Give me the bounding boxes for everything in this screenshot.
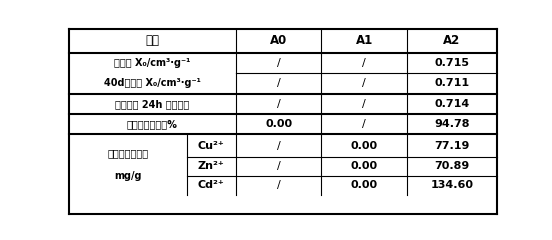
Text: 磁化率 X₀/cm³·g⁻¹: 磁化率 X₀/cm³·g⁻¹ bbox=[114, 58, 190, 68]
Text: 0.00: 0.00 bbox=[265, 119, 292, 129]
Text: Zn²⁺: Zn²⁺ bbox=[198, 162, 225, 171]
Text: /: / bbox=[277, 141, 280, 151]
Text: /: / bbox=[277, 78, 280, 89]
Text: Cu²⁺: Cu²⁺ bbox=[198, 141, 225, 151]
Text: 94.78: 94.78 bbox=[434, 119, 470, 129]
Text: 134.60: 134.60 bbox=[431, 180, 474, 190]
Text: /: / bbox=[362, 78, 366, 89]
Text: A2: A2 bbox=[443, 34, 460, 47]
Text: 项目: 项目 bbox=[145, 34, 160, 47]
Text: 0.711: 0.711 bbox=[434, 78, 469, 89]
Text: /: / bbox=[277, 180, 280, 190]
Text: /: / bbox=[362, 119, 366, 129]
Text: 细菌分离回收率%: 细菌分离回收率% bbox=[127, 119, 178, 129]
Text: /: / bbox=[362, 99, 366, 109]
Text: /: / bbox=[362, 58, 366, 68]
Text: 0.00: 0.00 bbox=[351, 141, 378, 151]
Text: 0.715: 0.715 bbox=[434, 58, 469, 68]
Text: 0.00: 0.00 bbox=[351, 162, 378, 171]
Text: 结和交换吸附量

mg/g: 结和交换吸附量 mg/g bbox=[107, 148, 148, 181]
Text: /: / bbox=[277, 99, 280, 109]
Text: 70.89: 70.89 bbox=[434, 162, 470, 171]
Text: 40d磁化率 X₀/cm³·g⁻¹: 40d磁化率 X₀/cm³·g⁻¹ bbox=[104, 78, 201, 89]
Text: A0: A0 bbox=[270, 34, 287, 47]
Text: 0.714: 0.714 bbox=[434, 99, 470, 109]
Text: Cd²⁺: Cd²⁺ bbox=[198, 180, 225, 190]
Text: 水中放置 24h 的磁化率: 水中放置 24h 的磁化率 bbox=[115, 99, 189, 109]
Text: /: / bbox=[277, 58, 280, 68]
Text: /: / bbox=[277, 162, 280, 171]
Text: 0.00: 0.00 bbox=[351, 180, 378, 190]
Text: 77.19: 77.19 bbox=[434, 141, 470, 151]
Text: A1: A1 bbox=[355, 34, 373, 47]
